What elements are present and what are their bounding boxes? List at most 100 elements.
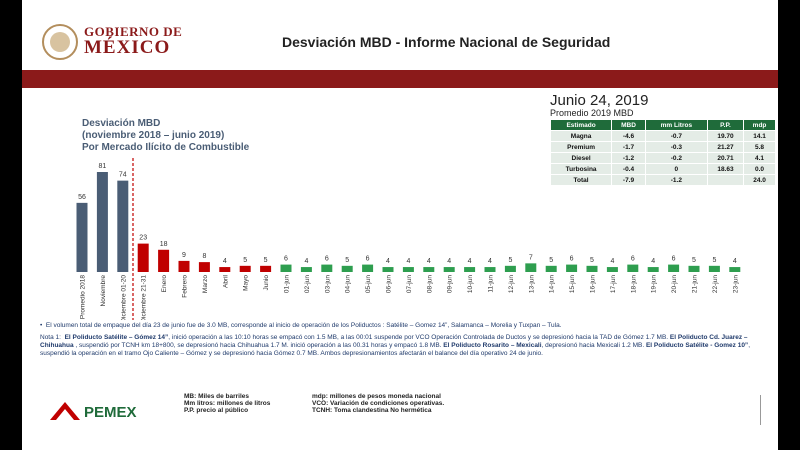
- report-date: Junio 24, 2019: [550, 92, 649, 109]
- bullet-note: • El volumen total de empaque del día 23…: [40, 322, 562, 329]
- data-label: 4: [651, 258, 655, 265]
- x-tick-label: Promedio 2018: [80, 275, 87, 319]
- x-tick-label: Diciembre 01-20: [120, 275, 127, 320]
- data-label: 4: [610, 258, 614, 265]
- x-tick-label: Diciembre 21-31: [141, 275, 148, 320]
- table-cell: -1.7: [611, 141, 646, 153]
- data-label: 7: [529, 254, 533, 261]
- bar: [321, 264, 333, 272]
- bar: [382, 267, 394, 272]
- divider: [760, 395, 761, 425]
- column-header: mm Litros: [644, 119, 708, 131]
- glossary-item: MB: Miles de barriles: [184, 393, 250, 400]
- x-tick-label: 03-jun: [324, 275, 331, 293]
- page-title: Desviación MBD - Informe Nacional de Seg…: [282, 34, 611, 50]
- data-label: 5: [692, 257, 696, 264]
- bar: [545, 265, 557, 272]
- column-header: Estimado: [549, 119, 613, 131]
- table-cell: -0.4: [611, 163, 646, 175]
- x-tick-label: Marzo: [202, 275, 209, 293]
- bar: [464, 267, 476, 272]
- table-cell: -1.2: [644, 174, 708, 186]
- x-tick-label: 06-jun: [386, 275, 393, 293]
- data-label: 4: [386, 258, 390, 265]
- bar: [158, 249, 170, 272]
- table-cell: Magna: [549, 130, 613, 142]
- x-tick-label: 15-jun: [569, 275, 576, 293]
- bar: [239, 265, 251, 272]
- column-header: P.P.: [706, 119, 745, 131]
- table-cell: -0.7: [644, 130, 708, 142]
- note-text: , depresionó hacia Mexicali 1.2 MB.: [541, 342, 646, 350]
- data-label: 8: [202, 253, 206, 260]
- data-label: 56: [78, 194, 86, 201]
- table-cell: 18.63: [706, 163, 745, 175]
- table-cell: Total: [549, 174, 613, 186]
- bar: [198, 262, 210, 272]
- bar: [566, 264, 578, 272]
- x-tick-label: Febrero: [182, 275, 189, 298]
- data-label: 5: [508, 257, 512, 264]
- emblem: [42, 24, 78, 60]
- data-label: 6: [325, 256, 329, 263]
- table-row: Turbosina -0.4 0 18.63 0.0: [549, 163, 776, 175]
- x-tick-label: 17-jun: [610, 275, 617, 293]
- x-tick-label: 12-jun: [508, 275, 515, 293]
- table-row: Total -7.9 -1.2 24.0: [549, 174, 776, 186]
- data-label: 4: [733, 258, 737, 265]
- data-label: 4: [223, 258, 227, 265]
- bar: [219, 267, 231, 272]
- column-header: mdp: [743, 119, 776, 131]
- bar: [627, 264, 639, 272]
- data-label: 4: [468, 258, 472, 265]
- slide: GOBIERNO DE MÉXICO Desviación MBD - Info…: [22, 0, 778, 450]
- x-tick-label: 13-jun: [528, 275, 535, 293]
- pemex-logo: PEMEX: [84, 404, 137, 421]
- x-tick-label: 21-jun: [692, 275, 699, 293]
- note: Nota 1: El Poliducto Satélite – Gómez 14…: [40, 334, 772, 358]
- note-label: Nota 1:: [40, 334, 61, 342]
- data-label: 18: [160, 241, 168, 248]
- bar: [260, 265, 272, 272]
- glossary-item: VCO: Variación de condiciones operativas…: [312, 400, 445, 407]
- note-text: , suspendió por TCNH km 18+800, se depre…: [73, 342, 444, 350]
- bar: [647, 267, 659, 272]
- table-cell: -0.3: [644, 141, 708, 153]
- x-tick-label: 01-jun: [284, 275, 291, 293]
- data-label: 6: [366, 256, 370, 263]
- bar: [484, 267, 496, 272]
- data-label: 81: [99, 163, 107, 170]
- data-label: 74: [119, 172, 127, 179]
- data-label: 4: [447, 258, 451, 265]
- glossary-item: Mm litros: millones de litros: [184, 400, 271, 407]
- table-cell: 0.0: [743, 163, 776, 175]
- x-tick-label: Abril: [222, 274, 229, 288]
- data-label: 5: [345, 257, 349, 264]
- table-cell: 4.1: [743, 152, 776, 164]
- note-text: El Poliducto Satélite – Gómez 14”: [64, 334, 169, 342]
- note-text: El Poliducto Rosarito – Mexicali: [443, 342, 542, 350]
- data-label: 5: [264, 257, 268, 264]
- note-text: , inició operación a las 10:10 horas se …: [168, 334, 670, 342]
- x-tick-label: 14-jun: [549, 275, 556, 293]
- table-cell: -0.2: [644, 152, 708, 164]
- x-tick-label: 20-jun: [671, 275, 678, 293]
- x-tick-label: 05-jun: [365, 275, 372, 293]
- table-cell: -4.6: [611, 130, 646, 142]
- bar: [402, 267, 414, 272]
- x-tick-label: 16-jun: [590, 275, 597, 293]
- table-cell: 21.27: [706, 141, 745, 153]
- table-cell: Premium: [549, 141, 613, 153]
- table-row: Magna -4.6 -0.7 19.70 14.1: [549, 130, 776, 142]
- data-label: 4: [304, 258, 308, 265]
- table-cell: 19.70: [706, 130, 745, 142]
- glossary-item: TCNH: Toma clandestina No hermética: [312, 407, 432, 414]
- glossary-item: P.P. precio al público: [184, 407, 249, 414]
- bar: [76, 202, 88, 272]
- x-tick-label: 11-jun: [488, 275, 495, 293]
- bar: [586, 265, 598, 272]
- x-tick-label: 07-jun: [406, 275, 413, 293]
- data-label: 5: [712, 257, 716, 264]
